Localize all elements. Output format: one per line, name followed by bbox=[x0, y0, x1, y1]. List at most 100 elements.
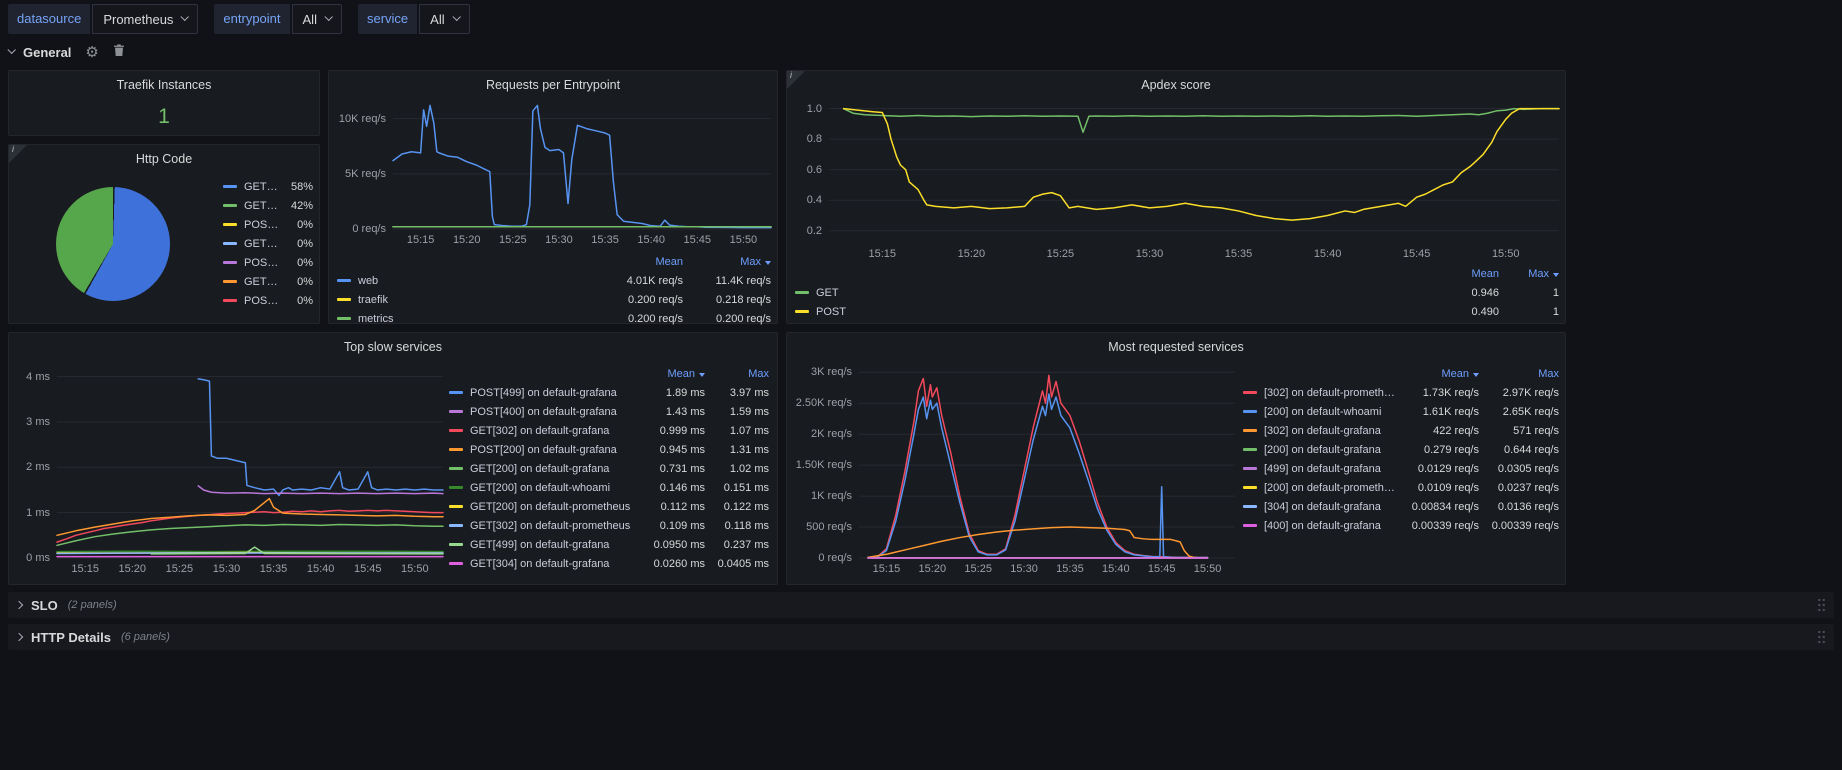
row-general-title: General bbox=[23, 44, 72, 60]
legend-max-header[interactable]: Max bbox=[748, 368, 769, 380]
panel-info-icon[interactable] bbox=[787, 70, 805, 89]
legend-max-header[interactable]: Max bbox=[1538, 368, 1559, 380]
most-requested-chart[interactable]: 0 req/s 500 req/s 1K req/s 1.50K req/s 2K re… bbox=[795, 363, 1235, 578]
legend-row[interactable]: [304] on default-grafana 0.00834 req/s 0… bbox=[1243, 497, 1559, 516]
x-axis-label: 15:15 bbox=[71, 563, 99, 575]
drag-handle-icon[interactable] bbox=[1817, 629, 1826, 645]
series-line bbox=[844, 109, 1559, 220]
y-axis-label: 500 req/s bbox=[806, 521, 852, 534]
legend-row[interactable]: GET[200] on default-grafana 0.731 ms 1.0… bbox=[449, 459, 769, 478]
series-percent: 42% bbox=[290, 199, 313, 212]
variable-entrypoint-value[interactable]: All bbox=[291, 4, 342, 34]
series-max: 0.00339 req/s bbox=[1491, 519, 1559, 532]
series-max: 0.218 req/s bbox=[715, 293, 771, 306]
panel-title[interactable]: Apdex score bbox=[1141, 78, 1211, 92]
panel-title[interactable]: Requests per Entrypoint bbox=[485, 78, 621, 92]
y-axis-label: 0 ms bbox=[26, 552, 50, 564]
series-marker bbox=[1243, 429, 1257, 432]
series-name: [499] on default-grafana bbox=[1264, 462, 1381, 475]
series-marker bbox=[449, 562, 463, 565]
legend-header: Mean Max bbox=[1243, 365, 1559, 383]
legend-row[interactable]: GET[200] 42% bbox=[223, 196, 313, 215]
row-general[interactable]: General ⚙ bbox=[0, 40, 133, 64]
legend-row[interactable]: GET[200] on default-prometheus 0.112 ms … bbox=[449, 497, 769, 516]
chevron-down-icon bbox=[7, 45, 16, 55]
legend-mean-header[interactable]: Mean bbox=[1471, 268, 1499, 280]
series-mean: 4.01K req/s bbox=[626, 274, 683, 287]
series-max: 0.122 ms bbox=[723, 500, 769, 513]
legend-row[interactable]: POST[200] 0% bbox=[223, 215, 313, 234]
legend-max-header[interactable]: Max bbox=[1499, 268, 1559, 280]
variable-service-value[interactable]: All bbox=[419, 4, 470, 34]
series-marker bbox=[223, 261, 237, 264]
legend-row[interactable]: GET[499] 0% bbox=[223, 234, 313, 253]
legend-mean-header[interactable]: Mean bbox=[655, 256, 683, 268]
x-axis-label: 15:30 bbox=[1135, 248, 1164, 260]
legend-row[interactable]: GET[302] on default-prometheus 0.109 ms … bbox=[449, 516, 769, 535]
legend-row[interactable]: POST[499] on default-grafana 1.89 ms 3.9… bbox=[449, 383, 769, 402]
y-axis-label: 0 req/s bbox=[352, 223, 386, 235]
panel-traefik-instances: Traefik Instances 1 bbox=[8, 70, 320, 136]
sort-indicator-icon bbox=[1473, 373, 1479, 377]
legend-row[interactable]: [200] on default-whoami 1.61K req/s 2.65… bbox=[1243, 402, 1559, 421]
legend-mean-header[interactable]: Mean bbox=[637, 368, 705, 380]
legend-max-header[interactable]: Max bbox=[683, 256, 771, 268]
x-axis-label: 15:35 bbox=[1224, 248, 1253, 260]
series-max: 1.02 ms bbox=[729, 462, 769, 475]
legend-row[interactable]: web 4.01K req/s 11.4K req/s bbox=[337, 271, 771, 290]
drag-handle-icon[interactable] bbox=[1817, 597, 1826, 613]
legend-row[interactable]: [302] on default-grafana 422 req/s 571 r… bbox=[1243, 421, 1559, 440]
apdex-chart[interactable]: 0.2 0.4 0.6 0.8 1.0 15:15 15:20 15:25 15:30 15:35… bbox=[795, 101, 1559, 263]
panel-title[interactable]: Top slow services bbox=[344, 340, 442, 354]
legend-mean-header[interactable]: Mean bbox=[1399, 368, 1479, 380]
series-marker bbox=[1243, 467, 1257, 470]
chart-svg bbox=[829, 101, 1559, 243]
series-name: GET[304] bbox=[244, 275, 279, 288]
requests-chart[interactable]: 0 req/s 5K req/s 10K req/s 15:15 15:20 15:25 1… bbox=[337, 101, 771, 249]
series-line bbox=[868, 527, 1198, 558]
legend-row[interactable]: POST[499] 0% bbox=[223, 253, 313, 272]
legend-row[interactable]: [499] on default-grafana 0.0129 req/s 0.… bbox=[1243, 459, 1559, 478]
row-http-details[interactable]: HTTP Details (6 panels) bbox=[8, 624, 1834, 650]
legend-row[interactable]: POST[200] on default-grafana 0.945 ms 1.… bbox=[449, 440, 769, 459]
legend-row[interactable]: GET 0.946 1 bbox=[795, 283, 1559, 302]
y-axis-label: 3K req/s bbox=[811, 366, 852, 379]
x-axis-label: 15:50 bbox=[1193, 563, 1222, 575]
panel-title[interactable]: Http Code bbox=[135, 152, 193, 166]
series-max: 1.59 ms bbox=[729, 405, 769, 418]
panel-top-slow-services: Top slow services 0 ms 1 ms 2 ms 3 ms 4 ms 15… bbox=[8, 332, 778, 585]
series-name: [302] on default-grafana bbox=[1264, 424, 1381, 437]
legend-row[interactable]: GET[304] on default-grafana 0.0260 ms 0.… bbox=[449, 554, 769, 573]
x-axis-label: 15:45 bbox=[1147, 563, 1176, 575]
row-slo[interactable]: SLO (2 panels) bbox=[8, 592, 1834, 618]
trash-icon[interactable] bbox=[113, 44, 125, 60]
legend-row[interactable]: POST 0.490 1 bbox=[795, 302, 1559, 321]
http-code-legend: GET[302] 58% GET[200] 42% POST[200] 0% bbox=[223, 177, 313, 310]
legend-row[interactable]: GET[200] on default-whoami 0.146 ms 0.15… bbox=[449, 478, 769, 497]
most-requested-legend: Mean Max [302] on default-prometheus 1.7… bbox=[1243, 365, 1559, 535]
legend-row[interactable]: POST[400] on default-grafana 1.43 ms 1.5… bbox=[449, 402, 769, 421]
x-axis-label: 15:40 bbox=[637, 234, 665, 246]
legend-row[interactable]: GET[302] on default-grafana 0.999 ms 1.0… bbox=[449, 421, 769, 440]
chevron-right-icon bbox=[14, 600, 24, 610]
series-name: GET[302] bbox=[244, 180, 279, 193]
legend-row[interactable]: GET[499] on default-grafana 0.0950 ms 0.… bbox=[449, 535, 769, 554]
legend-row[interactable]: [400] on default-grafana 0.00339 req/s 0… bbox=[1243, 516, 1559, 535]
variable-datasource-value[interactable]: Prometheus bbox=[92, 4, 199, 34]
top-slow-chart[interactable]: 0 ms 1 ms 2 ms 3 ms 4 ms 15:15 15:20 15:25 15:30… bbox=[17, 363, 443, 578]
legend-row[interactable]: metrics 0.200 req/s 0.200 req/s bbox=[337, 309, 771, 328]
x-axis-label: 15:35 bbox=[591, 234, 619, 246]
panel-title[interactable]: Most requested services bbox=[1108, 340, 1244, 354]
legend-row[interactable]: GET[304] 0% bbox=[223, 272, 313, 291]
legend-row[interactable]: [200] on default-prometheus 0.0109 req/s… bbox=[1243, 478, 1559, 497]
series-mean: 0.200 req/s bbox=[627, 312, 683, 325]
panel-info-icon[interactable] bbox=[9, 144, 27, 163]
legend-row[interactable]: traefik 0.200 req/s 0.218 req/s bbox=[337, 290, 771, 309]
legend-row[interactable]: POST[400] 0% bbox=[223, 291, 313, 310]
gear-icon[interactable]: ⚙ bbox=[85, 43, 99, 61]
legend-row[interactable]: GET[302] 58% bbox=[223, 177, 313, 196]
panel-title[interactable]: Traefik Instances bbox=[116, 78, 212, 92]
legend-row[interactable]: [200] on default-grafana 0.279 req/s 0.6… bbox=[1243, 440, 1559, 459]
series-mean: 0.00834 req/s bbox=[1411, 500, 1479, 513]
legend-row[interactable]: [302] on default-prometheus 1.73K req/s … bbox=[1243, 383, 1559, 402]
